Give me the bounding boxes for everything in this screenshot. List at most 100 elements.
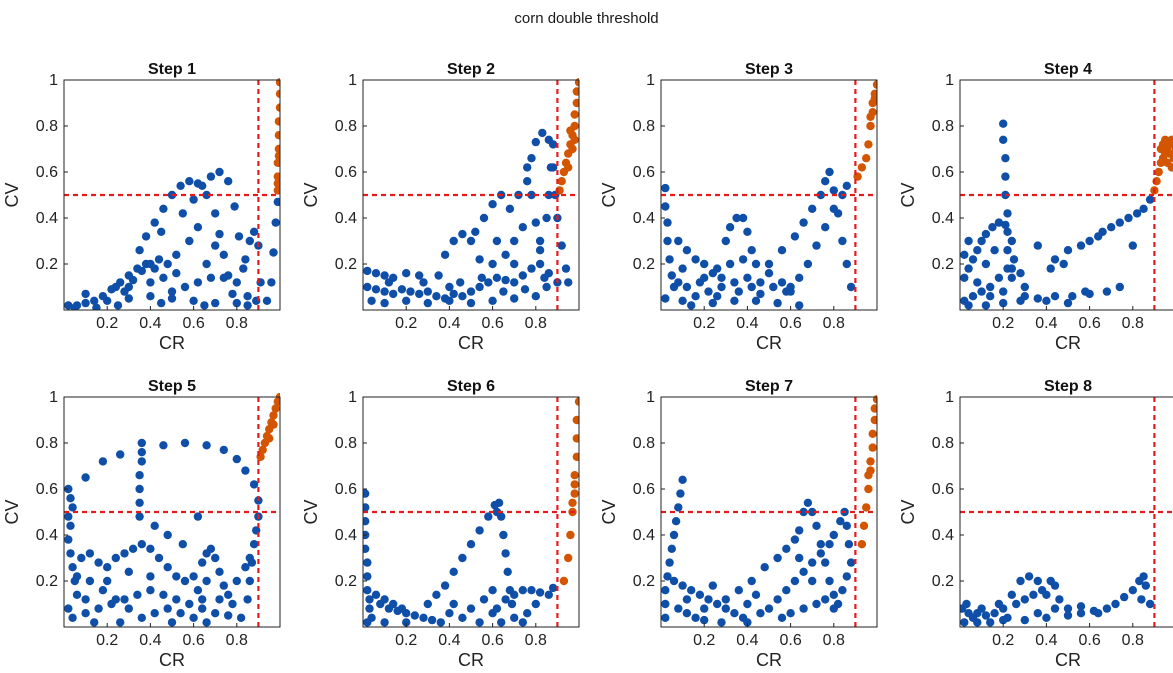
subplot-step-7: 0.2 0.4 0.6 0.8 0.2 0.4 0.6 0.8 1 Step 7 CR CV (599, 378, 878, 670)
point-below-threshold-56 (846, 558, 856, 567)
x-tick-label: 0.6 (779, 632, 801, 649)
point-below-threshold-1 (66, 494, 75, 503)
point-above-threshold-8 (572, 415, 579, 425)
point-below-threshold-53 (215, 567, 224, 576)
point-below-threshold-68 (185, 599, 194, 609)
point-below-threshold-45 (1076, 241, 1086, 250)
point-below-threshold-54 (1139, 204, 1148, 213)
point-below-threshold-23 (202, 441, 211, 450)
point-below-threshold-69 (113, 301, 123, 310)
point-below-threshold-72 (510, 236, 519, 246)
x-tick-label: 0.2 (693, 632, 715, 649)
x-tick-label: 0.2 (992, 315, 1014, 332)
point-below-threshold-42 (239, 264, 248, 273)
point-below-threshold-63 (842, 181, 851, 190)
point-below-threshold-14 (137, 438, 146, 448)
point-below-threshold-71 (747, 282, 756, 292)
point-below-threshold-0 (363, 266, 372, 276)
point-below-threshold-67 (734, 287, 743, 296)
point-below-threshold-47 (505, 204, 515, 213)
point-below-threshold-38 (103, 563, 112, 572)
point-below-threshold-2 (363, 517, 370, 526)
point-below-threshold-19 (172, 269, 181, 278)
point-below-threshold-27 (249, 480, 259, 489)
point-below-threshold-3 (1001, 172, 1010, 181)
point-below-threshold-68 (700, 604, 709, 613)
point-below-threshold-37 (1063, 604, 1073, 613)
point-below-threshold-88 (124, 567, 133, 576)
point-below-threshold-67 (743, 599, 752, 609)
point-below-threshold-2 (663, 218, 672, 227)
point-above-threshold-2 (862, 503, 871, 512)
x-axis-label: CR (458, 333, 484, 353)
point-below-threshold-3 (90, 296, 99, 305)
point-below-threshold-69 (708, 581, 717, 590)
point-above-threshold-10 (568, 498, 577, 507)
point-below-threshold-40 (458, 229, 467, 239)
point-below-threshold-82 (189, 613, 198, 622)
point-below-threshold-23 (150, 218, 159, 227)
point-below-threshold-28 (1016, 269, 1025, 278)
point-below-threshold-29 (760, 563, 769, 572)
point-below-threshold-56 (232, 576, 241, 586)
x-tick-label: 0.8 (525, 315, 547, 332)
point-below-threshold-24 (518, 271, 527, 280)
point-below-threshold-20 (371, 590, 381, 599)
point-below-threshold-35 (803, 498, 813, 507)
point-below-threshold-37 (687, 301, 696, 310)
x-axis-label: CR (756, 650, 782, 670)
point-below-threshold-7 (661, 294, 670, 303)
point-below-threshold-46 (799, 218, 808, 227)
point-below-threshold-4 (363, 544, 370, 553)
point-below-threshold-30 (211, 209, 220, 218)
point-below-threshold-45 (790, 232, 800, 241)
x-tick-label: 0.8 (823, 315, 845, 332)
point-below-threshold-61 (535, 246, 545, 255)
point-above-threshold-1 (859, 521, 869, 530)
x-tick-label: 0.4 (139, 315, 161, 332)
point-below-threshold-63 (120, 595, 129, 604)
point-below-threshold-47 (808, 204, 817, 213)
point-below-threshold-22 (141, 232, 151, 241)
point-below-threshold-44 (777, 246, 787, 255)
point-below-threshold-21 (135, 246, 144, 255)
point-below-threshold-18 (466, 287, 476, 296)
point-below-threshold-65 (211, 298, 220, 308)
point-below-threshold-3 (981, 611, 991, 620)
point-below-threshold-85 (202, 576, 211, 586)
point-below-threshold-20 (1007, 273, 1016, 282)
point-below-threshold-49 (198, 558, 207, 567)
point-below-threshold-20 (756, 278, 765, 287)
point-below-threshold-35 (777, 278, 787, 287)
point-below-threshold-61 (829, 204, 838, 213)
x-axis-label: CR (1055, 333, 1081, 353)
point-below-threshold-72 (243, 301, 252, 310)
point-below-threshold-65 (756, 609, 765, 618)
point-below-threshold-68 (92, 303, 101, 310)
point-below-threshold-16 (713, 599, 722, 609)
point-below-threshold-57 (535, 236, 545, 246)
y-tick-label: 0.2 (932, 573, 954, 590)
point-below-threshold-55 (224, 590, 233, 599)
point-below-threshold-37 (94, 558, 103, 567)
x-axis-label: CR (159, 650, 185, 670)
point-below-threshold-15 (704, 595, 713, 604)
point-below-threshold-27 (734, 586, 743, 595)
point-above-threshold-4 (866, 121, 875, 131)
point-below-threshold-5 (1003, 209, 1012, 218)
axes-frame (959, 79, 1173, 311)
point-below-threshold-39 (507, 599, 517, 609)
point-below-threshold-44 (962, 599, 971, 609)
point-below-threshold-60 (821, 223, 830, 232)
point-below-threshold-70 (157, 298, 166, 308)
point-below-threshold-18 (135, 484, 144, 494)
point-below-threshold-30 (475, 526, 484, 535)
y-tick-label: 0.8 (36, 435, 58, 452)
point-below-threshold-38 (1102, 287, 1112, 296)
point-below-threshold-52 (1124, 213, 1133, 223)
point-below-threshold-35 (510, 294, 519, 303)
point-below-threshold-42 (1033, 241, 1043, 250)
point-below-threshold-5 (667, 544, 676, 553)
point-above-threshold-9 (273, 179, 280, 188)
point-below-threshold-19 (1009, 255, 1019, 264)
